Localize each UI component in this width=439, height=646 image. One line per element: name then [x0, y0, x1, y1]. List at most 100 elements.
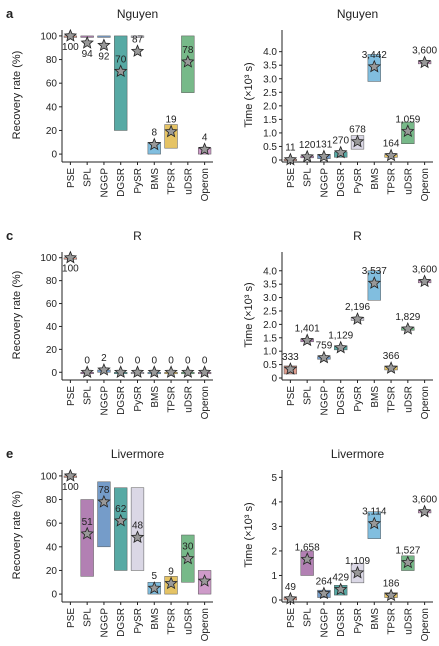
mean-star	[113, 64, 128, 78]
value-label: 1,109	[345, 556, 370, 567]
x-tick-label: Operon	[200, 386, 211, 419]
x-tick-label: PSE	[66, 608, 77, 628]
y-tick-label: 20	[46, 345, 58, 356]
value-label: 92	[98, 51, 110, 62]
value-label: 48	[132, 520, 144, 531]
x-tick-label: PSE	[66, 168, 77, 188]
value-label: 678	[349, 125, 366, 136]
mean-star	[417, 274, 432, 288]
value-label: 1,401	[295, 323, 320, 334]
y-tick-label: 1.0	[263, 128, 277, 139]
mean-star	[401, 555, 415, 569]
x-tick-label: BMS	[150, 386, 161, 408]
mean-star	[417, 55, 432, 69]
y-axis-label: Time (×10³ s)	[243, 282, 255, 347]
y-tick-label: 0	[51, 150, 57, 161]
mean-star	[164, 576, 178, 590]
x-tick-label: BMS	[150, 168, 161, 190]
mean-star	[283, 362, 298, 375]
mean-star	[367, 516, 381, 530]
value-label: 19	[165, 115, 177, 126]
mean-star	[384, 361, 398, 374]
value-label: 5	[151, 571, 157, 582]
mean-star	[63, 250, 78, 264]
mean-star	[97, 494, 111, 508]
mean-star	[350, 565, 365, 579]
value-label: 120	[299, 140, 316, 151]
mean-star	[63, 28, 78, 42]
x-tick-label: TPSR	[387, 168, 398, 195]
y-tick-label: 80	[46, 55, 58, 66]
x-tick-label: TPSR	[387, 608, 398, 635]
y-tick-label: 0.5	[263, 360, 277, 371]
mean-star	[401, 321, 415, 335]
value-label: 78	[182, 45, 194, 56]
value-label: 759	[316, 341, 333, 352]
x-tick-label: BMS	[370, 386, 381, 408]
mean-star	[181, 54, 195, 68]
x-tick-label: uDSR	[183, 608, 194, 635]
chart-title: R	[353, 229, 362, 243]
value-label: 94	[82, 49, 94, 60]
value-label: 0	[168, 355, 174, 366]
value-label: 3,442	[362, 50, 387, 61]
y-tick-label: 1	[271, 571, 277, 582]
value-label: 131	[316, 139, 333, 150]
y-tick-label: 60	[46, 519, 58, 530]
x-tick-label: PySR	[353, 608, 364, 634]
mean-star	[367, 59, 382, 73]
y-tick-label: 40	[46, 322, 58, 333]
y-tick-label: 3.0	[263, 74, 277, 85]
x-tick-label: DGSR	[336, 168, 347, 197]
value-label: 3,114	[362, 507, 387, 518]
x-tick-label: DGSR	[336, 386, 347, 415]
x-tick-label: Operon	[420, 168, 431, 201]
y-tick-label: 0	[51, 368, 57, 379]
mean-star	[300, 552, 314, 566]
mean-star	[197, 142, 212, 156]
y-tick-label: 4.0	[263, 47, 277, 58]
value-label: 164	[383, 139, 400, 150]
x-tick-label: Operon	[200, 608, 211, 641]
mean-star	[317, 149, 331, 163]
value-label: 51	[82, 517, 94, 528]
value-label: 0	[84, 355, 90, 366]
y-axis-label: Recovery rate (%)	[11, 51, 23, 140]
mean-star	[197, 365, 212, 378]
x-tick-label: TPSR	[167, 608, 178, 635]
y-tick-label: 100	[40, 471, 57, 482]
value-label: 0	[202, 355, 208, 366]
value-label: 8	[151, 128, 157, 139]
mean-star	[283, 591, 298, 605]
mean-star	[181, 551, 195, 565]
x-tick-label: SPL	[303, 168, 314, 187]
y-tick-label: 40	[46, 542, 58, 553]
x-tick-label: TPSR	[167, 386, 178, 413]
value-label: 3,600	[412, 495, 437, 506]
x-tick-label: SPL	[303, 608, 314, 627]
x-tick-label: NGGP	[319, 386, 330, 416]
value-label: 333	[282, 352, 299, 363]
value-label: 4	[202, 132, 208, 143]
box	[130, 35, 145, 38]
mean-star	[80, 35, 94, 49]
value-label: 100	[62, 482, 79, 493]
x-tick-label: PySR	[353, 386, 364, 412]
x-tick-label: PySR	[133, 168, 144, 194]
x-tick-label: BMS	[370, 168, 381, 190]
mean-star	[164, 365, 178, 378]
mean-star	[97, 362, 111, 376]
y-tick-label: 0	[271, 374, 277, 385]
value-label: 9	[168, 566, 174, 577]
panel-label: a	[6, 6, 14, 21]
y-tick-label: 2.0	[263, 101, 277, 112]
chart-title: R	[133, 229, 142, 243]
y-tick-label: 0.5	[263, 142, 277, 153]
y-axis-label: Time (×10³ s)	[243, 62, 255, 127]
value-label: 2,196	[345, 302, 370, 313]
mean-star	[300, 149, 314, 163]
x-tick-label: BMS	[150, 608, 161, 630]
mean-star	[417, 504, 432, 518]
chart-title: Nguyen	[117, 7, 158, 21]
